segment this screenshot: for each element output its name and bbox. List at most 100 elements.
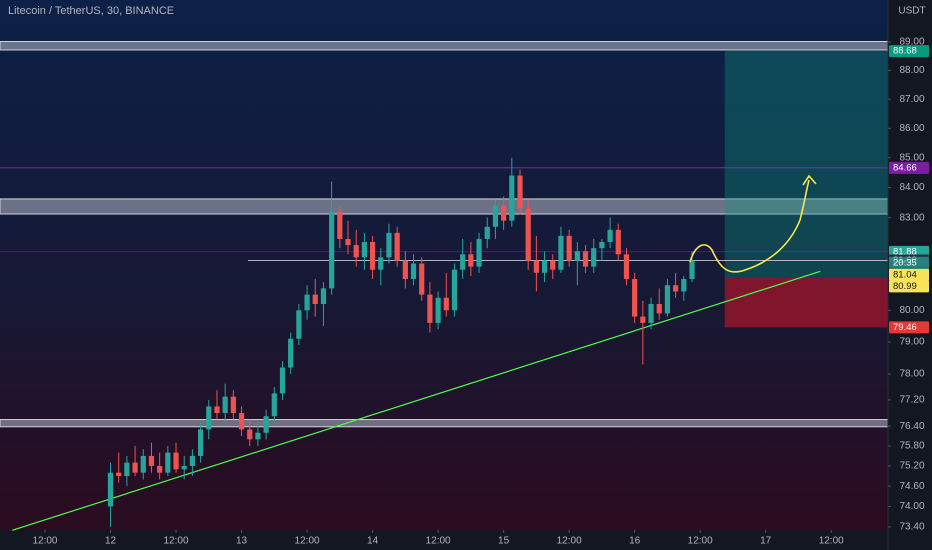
candle-body: [460, 254, 466, 270]
candle-body: [157, 465, 163, 473]
candle-body: [648, 303, 654, 323]
candle-body: [525, 208, 531, 261]
price-label-box: [889, 268, 929, 281]
y-tick-label: 77.20: [899, 395, 924, 406]
candle-body: [255, 432, 261, 440]
candle-body: [206, 406, 212, 430]
y-tick-label: 86.00: [899, 123, 924, 134]
y-tick-label: 73.40: [899, 522, 924, 533]
candle-body: [288, 338, 294, 368]
price-label-box: [889, 280, 929, 293]
x-tick-label: 15: [498, 536, 510, 547]
candle-body: [402, 260, 408, 280]
candle-body: [484, 226, 490, 239]
candle-body: [419, 263, 425, 295]
candle-body: [664, 285, 671, 314]
candle-body: [124, 462, 130, 477]
candle-body: [369, 242, 376, 270]
candle-body: [361, 242, 367, 258]
candle-body: [623, 254, 630, 280]
candle-body: [468, 254, 474, 267]
candle-body: [197, 429, 204, 456]
candle-body: [574, 251, 580, 261]
x-tick-label: 12:00: [164, 536, 189, 547]
candle-body: [329, 211, 335, 289]
candle-body: [550, 260, 556, 270]
candle-body: [337, 211, 343, 239]
y-tick-label: 84.00: [899, 182, 924, 193]
price-label: 79.46: [893, 322, 917, 333]
candle-body: [173, 452, 179, 470]
candle-body: [378, 257, 384, 270]
candle-body: [230, 396, 236, 413]
price-label: 81.88: [893, 246, 917, 257]
x-tick-label: 12:00: [557, 536, 582, 547]
target-zone: [724, 51, 888, 278]
candle-body: [140, 455, 146, 473]
y-tick-label: 89.00: [899, 37, 924, 48]
candle-body: [271, 393, 277, 417]
candle-body: [591, 248, 597, 267]
candle-body: [247, 429, 253, 440]
candle-body: [410, 263, 417, 280]
x-tick-label: 13: [236, 536, 248, 547]
candle-body: [345, 238, 351, 246]
candle-body: [435, 297, 441, 323]
x-tick-label: 14: [367, 536, 379, 547]
candle-body: [222, 396, 228, 413]
annotation-arrow: [802, 174, 817, 186]
candle-body: [181, 465, 187, 470]
candle-body: [189, 455, 196, 466]
y-tick-label: 74.60: [899, 481, 924, 492]
plot-background: [0, 0, 888, 530]
x-tick-label: 17: [760, 536, 772, 547]
candle-body: [558, 235, 564, 270]
y-tick-label: 80.00: [899, 305, 924, 316]
y-tick-label: 87.00: [899, 94, 924, 105]
y-tick-label: 79.00: [899, 337, 924, 348]
candle-body: [476, 238, 482, 267]
candle-body: [353, 245, 359, 258]
candle-body: [689, 260, 695, 280]
x-tick-label: 12:00: [819, 536, 844, 547]
candle-body: [673, 285, 679, 292]
candle-body: [451, 269, 458, 311]
y-tick-label: 78.00: [899, 369, 924, 380]
candle-body: [443, 297, 449, 311]
candle-body: [394, 232, 400, 261]
price-label: 88.68: [893, 46, 917, 57]
time-axis: [0, 530, 888, 550]
candle-body: [263, 416, 269, 433]
zone: [0, 40, 889, 51]
x-tick-label: 12:00: [426, 536, 451, 547]
x-tick-label: 16: [629, 536, 641, 547]
candle-body: [107, 472, 114, 507]
x-tick-label: 12:00: [688, 536, 713, 547]
candle-body: [320, 288, 327, 304]
countdown: 20:35: [893, 257, 917, 268]
candle-body: [517, 175, 523, 209]
trendline: [12, 270, 821, 531]
y-tick-label: 75.20: [899, 461, 924, 472]
candle-body: [165, 452, 171, 473]
candle-body: [279, 367, 286, 394]
candle-body: [566, 235, 572, 261]
candle-body: [615, 229, 621, 255]
candle-body: [541, 260, 548, 273]
x-tick-label: 12: [105, 536, 117, 547]
price-label-box: [889, 45, 929, 58]
y-tick-label: 85.00: [899, 152, 924, 163]
chart-title: Litecoin / TetherUS, 30, BINANCE: [8, 5, 174, 17]
candle-body: [386, 232, 392, 258]
candle-body: [599, 242, 605, 249]
price-label: 84.66: [893, 162, 917, 173]
y-tick-label: 88.00: [899, 65, 924, 76]
candle-body: [656, 303, 662, 314]
currency-label: USDT: [898, 6, 925, 17]
x-tick-label: 12:00: [295, 536, 320, 547]
candle-body: [501, 205, 507, 221]
price-label-box: [889, 321, 929, 334]
candle-body: [509, 175, 515, 221]
candle-body: [607, 229, 613, 243]
